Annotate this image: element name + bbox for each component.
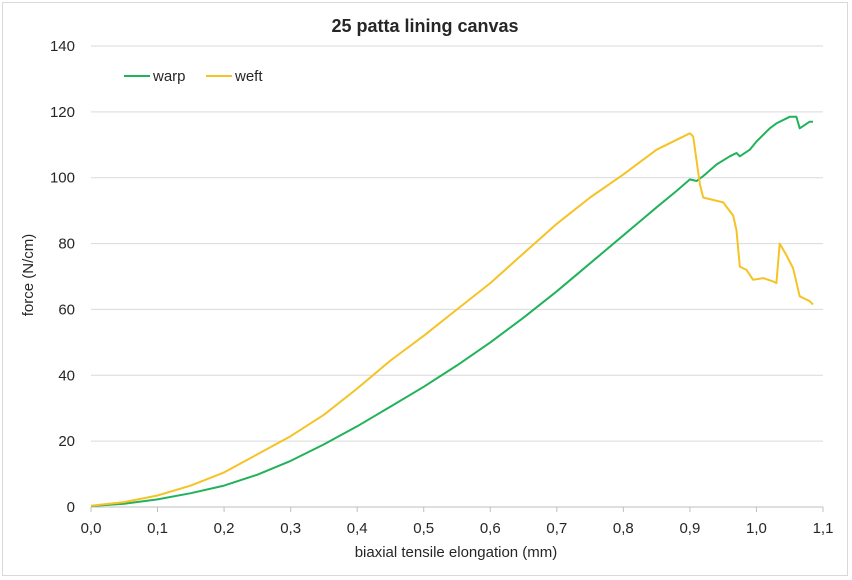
- chart-title: 25 patta lining canvas: [331, 16, 518, 36]
- legend-label-warp: warp: [152, 68, 186, 85]
- x-tick-label: 0,5: [413, 520, 434, 537]
- y-tick-label: 140: [50, 38, 75, 55]
- y-tick-label: 80: [58, 236, 75, 253]
- y-tick-label: 40: [58, 367, 75, 384]
- legend: warp weft: [124, 68, 263, 85]
- x-tick-label: 0,7: [546, 520, 567, 537]
- y-tick-label: 60: [58, 301, 75, 318]
- series-line-weft: [90, 132, 814, 507]
- legend-label-weft: weft: [234, 68, 263, 85]
- x-tick-label: 0,8: [613, 520, 634, 537]
- x-tick-label: 0,6: [480, 520, 501, 537]
- x-tick-label: 0,3: [280, 520, 301, 537]
- series-lines: [90, 115, 814, 507]
- gridlines: [91, 45, 823, 442]
- x-tick-label: 1,1: [813, 520, 834, 537]
- y-tick-label: 20: [58, 433, 75, 450]
- y-tick-label: 0: [67, 499, 75, 516]
- x-axis-label: biaxial tensile elongation (mm): [355, 544, 558, 561]
- x-tick-label: 1,0: [746, 520, 767, 537]
- x-tick-label: 0,0: [81, 520, 102, 537]
- y-tick-label: 120: [50, 104, 75, 121]
- series-line-warp: [90, 115, 813, 507]
- y-tick-label: 100: [50, 170, 75, 187]
- x-tick-label: 0,9: [679, 520, 700, 537]
- x-tick-label: 0,2: [214, 520, 235, 537]
- axes: [90, 506, 824, 512]
- x-tick-label: 0,4: [347, 520, 368, 537]
- x-tick-label: 0,1: [147, 520, 168, 537]
- y-axis-label: force (N/cm): [20, 234, 37, 317]
- x-tick-labels: 0,0 0,1 0,2 0,3 0,4 0,5 0,6 0,7 0,8 0,9 1,0 1,1: [81, 520, 834, 537]
- y-tick-labels: 0 20 40 60 80 100 120 140: [50, 38, 75, 516]
